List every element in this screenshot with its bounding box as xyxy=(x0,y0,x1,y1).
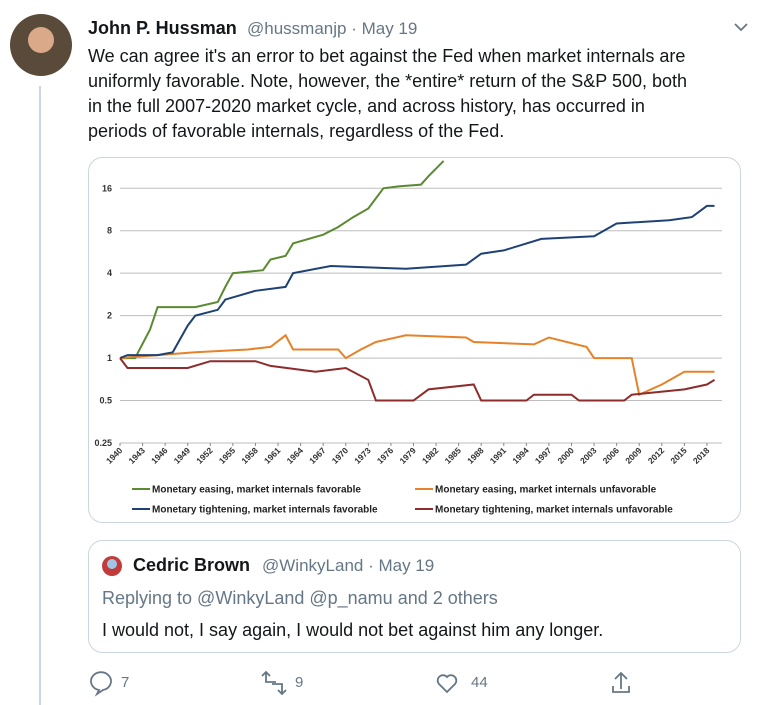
y-tick-label: 16 xyxy=(102,183,112,193)
text-line: in the full 2007-2020 market cycle, and … xyxy=(88,96,645,116)
reply-icon[interactable] xyxy=(90,671,112,697)
series-line xyxy=(120,160,445,360)
caret-icon[interactable] xyxy=(734,23,748,32)
series-line xyxy=(119,333,715,397)
series-line xyxy=(119,357,716,402)
text-line: periods of favorable internals, regardle… xyxy=(88,121,505,141)
quote-card[interactable] xyxy=(88,540,741,653)
replying-to[interactable]: Replying to @WinkyLand @p_namu and 2 oth… xyxy=(102,588,498,608)
quote-author[interactable]: Cedric Brown xyxy=(133,555,251,575)
y-tick-label: 0.25 xyxy=(94,438,112,448)
series-line xyxy=(119,204,715,360)
y-tick-label: 4 xyxy=(107,268,112,278)
retweet-icon[interactable] xyxy=(261,670,287,696)
legend-label: Monetary easing, market internals unfavo… xyxy=(435,485,657,496)
like-count: 44 xyxy=(471,674,488,691)
quote-avatar-face xyxy=(107,559,117,569)
reply-count: 7 xyxy=(121,674,130,691)
like-icon[interactable] xyxy=(436,674,458,694)
quote-meta[interactable]: @WinkyLand · May 19 xyxy=(262,556,435,575)
y-tick-label: 2 xyxy=(107,311,112,321)
author-name[interactable]: John P. Hussman xyxy=(88,18,237,38)
share-icon[interactable] xyxy=(612,671,630,693)
quote-text: I would not, I say again, I would not be… xyxy=(102,620,604,640)
text-line: uniformly favorable. Note, however, the … xyxy=(88,71,688,91)
legend-label: Monetary tightening, market internals un… xyxy=(435,505,673,516)
y-tick-label: 8 xyxy=(107,226,112,236)
legend-label: Monetary tightening, market internals fa… xyxy=(152,505,378,516)
y-tick-label: 0.5 xyxy=(99,396,112,406)
tweet-text: We can agree it's an error to bet agains… xyxy=(88,44,687,144)
legend-label: Monetary easing, market internals favora… xyxy=(152,485,361,496)
chart-card[interactable] xyxy=(88,157,741,523)
text-line: We can agree it's an error to bet agains… xyxy=(88,46,686,66)
y-tick-label: 1 xyxy=(107,353,112,363)
retweet-count: 9 xyxy=(295,674,304,691)
author-meta[interactable]: @hussmanjp · May 19 xyxy=(247,19,418,38)
avatar-face xyxy=(28,27,54,53)
